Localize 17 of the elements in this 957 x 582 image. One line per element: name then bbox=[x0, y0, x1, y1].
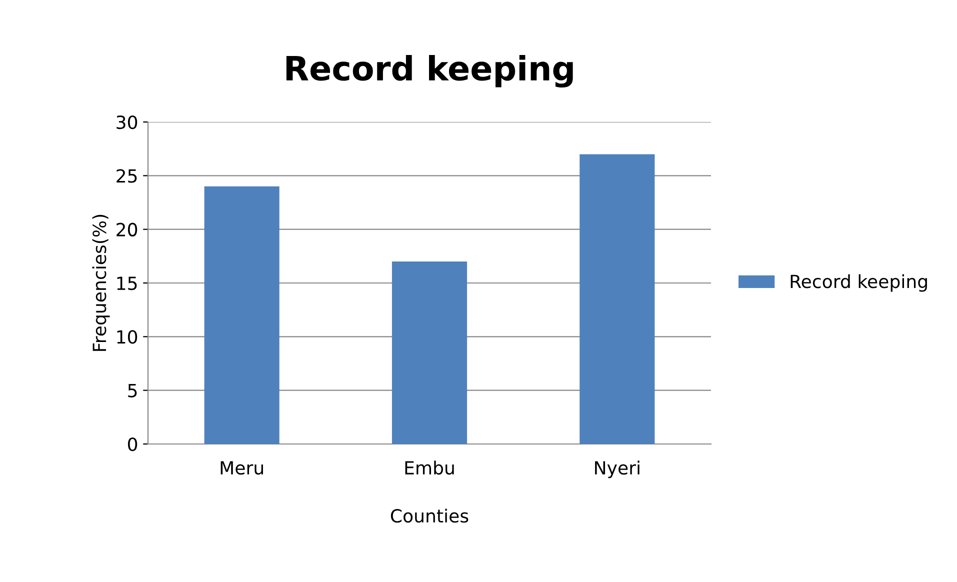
y-tick-label: 5 bbox=[128, 384, 137, 398]
y-axis-title: Frequencies(%) bbox=[92, 214, 110, 351]
y-tick-label: 0 bbox=[128, 437, 138, 452]
x-axis-title: Counties bbox=[390, 508, 468, 523]
x-tick-label: Nyeri bbox=[595, 460, 640, 478]
y-tick-label: 20 bbox=[116, 222, 138, 236]
y-tick-label: 15 bbox=[117, 276, 137, 290]
bar bbox=[580, 154, 655, 444]
legend-label: Record keeping bbox=[790, 274, 927, 292]
y-tick-label: 30 bbox=[116, 115, 138, 130]
bar bbox=[204, 186, 280, 444]
chart-title: Record keeping bbox=[286, 55, 573, 88]
x-tick-label: Meru bbox=[220, 461, 263, 475]
x-tick-label: Embu bbox=[405, 460, 454, 475]
y-tick-label: 10 bbox=[117, 330, 138, 344]
y-tick-label: 25 bbox=[116, 169, 137, 183]
bar bbox=[392, 262, 468, 444]
